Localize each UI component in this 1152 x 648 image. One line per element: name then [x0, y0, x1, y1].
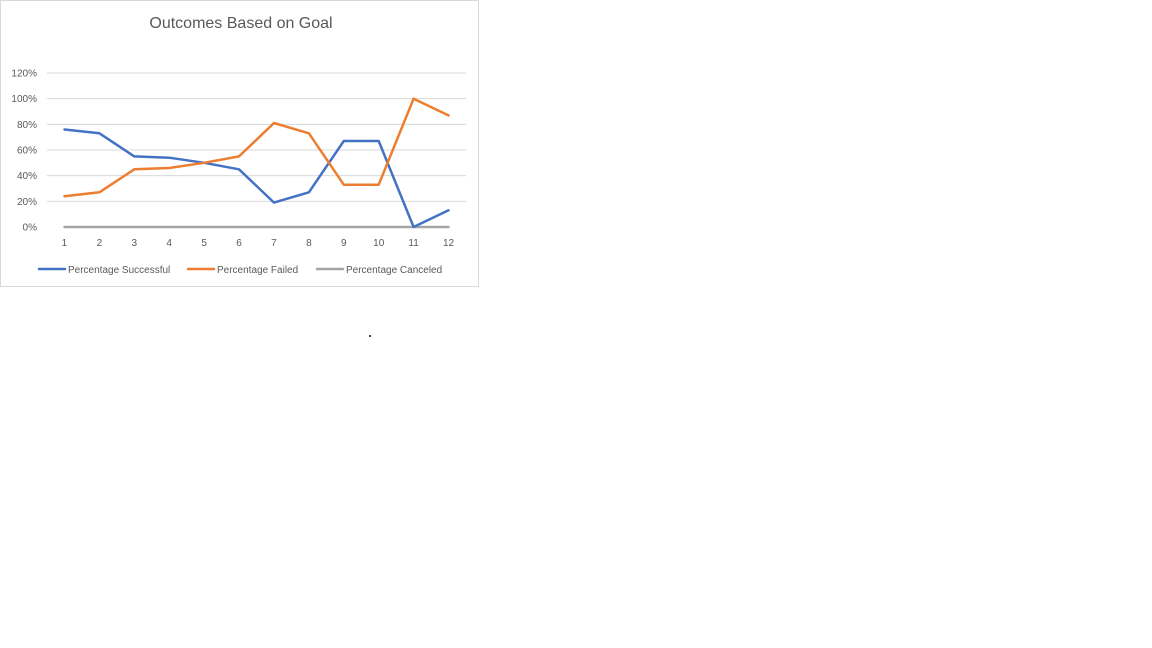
y-tick-label: 20%	[17, 197, 37, 208]
series-line	[63, 128, 450, 229]
x-tick-label: 4	[166, 238, 172, 249]
x-tick-label: 12	[443, 238, 455, 249]
y-tick-label: 80%	[17, 120, 37, 131]
legend-label: Percentage Canceled	[346, 265, 442, 276]
x-tick-label: 9	[341, 238, 347, 249]
y-tick-label: 120%	[11, 69, 37, 80]
x-tick-label: 3	[132, 238, 138, 249]
legend-label: Percentage Failed	[217, 265, 298, 276]
chart-title: Outcomes Based on Goal	[149, 15, 332, 32]
line-chart: Outcomes Based on Goal 0% 20% 40% 60% 80% 100…	[11, 15, 466, 276]
series-line	[63, 97, 450, 198]
x-tick-label: 10	[373, 238, 385, 249]
stray-dot	[369, 335, 371, 337]
x-tick-label: 8	[306, 238, 312, 249]
x-tick-label: 1	[62, 238, 68, 249]
y-tick-label: 100%	[11, 94, 37, 105]
x-tick-label: 2	[97, 238, 103, 249]
x-tick-label: 6	[236, 238, 242, 249]
x-tick-label: 5	[201, 238, 207, 249]
y-tick-label: 60%	[17, 146, 37, 157]
legend-label: Percentage Successful	[68, 265, 170, 276]
y-tick-label: 40%	[17, 171, 37, 182]
x-tick-label: 7	[271, 238, 277, 249]
y-tick-label: 0%	[23, 223, 38, 234]
chart-frame: Outcomes Based on Goal 0% 20% 40% 60% 80% 100…	[0, 0, 479, 287]
x-tick-label: 11	[408, 238, 419, 249]
